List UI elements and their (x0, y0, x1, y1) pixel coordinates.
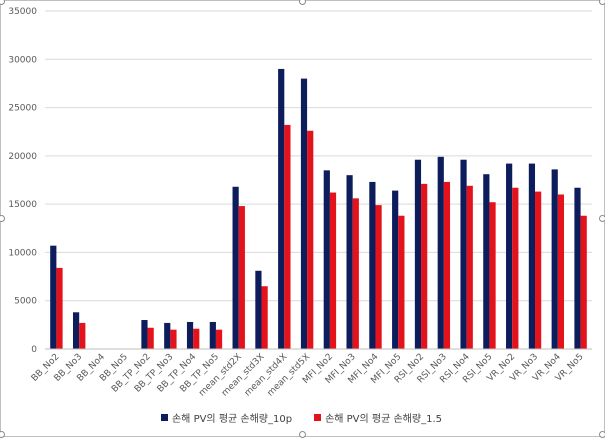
bar-series2-MFI_No3 (352, 198, 359, 349)
bar-series1-MFI_No3 (346, 175, 353, 349)
bar-series2-MFI_No4 (375, 205, 382, 349)
bar-series1-RSI_No2 (414, 159, 422, 349)
bar-series1-BB_No2 (50, 245, 57, 349)
bar-series1-mean_std3X (255, 270, 262, 349)
bar-series2-mean_std4X (284, 124, 291, 349)
bar-series2-VR_No2 (512, 187, 519, 349)
bar-series2-BB_TP_No2 (147, 327, 154, 349)
y-tick-label: 0 (31, 345, 37, 355)
bar-series2-RSI_No5 (489, 202, 496, 349)
y-tick-label: 20000 (8, 152, 37, 162)
legend: 손해 PV의 평균 손해량_10p 손해 PV의 평균 손해량_1.5 (0, 410, 603, 425)
bar-series1-VR_No2 (506, 163, 513, 349)
bar-chart: 0 5000 10000 15000 20000 25000 30000 35000 BB_N… (8, 7, 592, 399)
y-tick-label: 15000 (8, 200, 37, 210)
gridlines (45, 10, 592, 302)
legend-item-series1: 손해 PV의 평균 손해량_10p (160, 410, 293, 425)
x-axis-tick-labels: BB_No2BB_No3BB_No4BB_No5BB_TP_No2BB_TP_N… (30, 352, 586, 399)
bar-series2-RSI_No3 (443, 181, 451, 349)
bar-series1-RSI_No4 (460, 159, 467, 349)
resize-handle-top-right[interactable] (599, 0, 605, 5)
bar-series1-RSI_No3 (437, 156, 444, 349)
bar-series2-MFI_No5 (398, 215, 405, 349)
bar-series1-MFI_No2 (323, 170, 330, 349)
resize-handle-middle-right[interactable] (599, 215, 605, 222)
y-tick-label: 35000 (8, 7, 37, 17)
bar-series2-BB_No2 (56, 267, 63, 349)
legend-label-series1: 손해 PV의 평균 손해량_10p (171, 414, 293, 425)
bar-series2-mean_std3X (261, 286, 268, 349)
bar-series2-VR_No3 (535, 191, 542, 349)
bar-series1-mean_std4X (278, 68, 285, 349)
bar-series2-mean_std2X (238, 206, 245, 349)
y-tick-label: 25000 (8, 104, 37, 114)
bar-series2-VR_No5 (580, 215, 587, 349)
y-axis-tick-labels: 0 5000 10000 15000 20000 25000 30000 35000 (8, 7, 37, 355)
bar-series1-MFI_No5 (392, 190, 399, 349)
bar-series2-BB_TP_No3 (170, 329, 177, 349)
bar-series1-VR_No3 (528, 163, 536, 349)
bar-series2-MFI_No2 (329, 192, 337, 349)
bar-series1-BB_TP_No3 (164, 322, 171, 349)
legend-label-series2: 손해 PV의 평균 손해량_1.5 (325, 414, 442, 425)
bar-series1-mean_std5X (300, 78, 308, 349)
y-tick-label: 30000 (8, 55, 37, 65)
bar-series2-mean_std5X (307, 130, 314, 349)
resize-handle-top-center[interactable] (299, 0, 306, 5)
resize-handle-top-left[interactable] (0, 0, 5, 5)
bars (50, 68, 587, 349)
bar-series1-VR_No4 (551, 169, 558, 349)
bar-series1-BB_TP_No2 (141, 320, 148, 349)
legend-item-series2: 손해 PV의 평균 손해량_1.5 (314, 410, 442, 425)
bar-series2-VR_No4 (557, 194, 565, 349)
bar-series2-RSI_No4 (466, 185, 473, 349)
bar-series1-MFI_No4 (369, 181, 376, 349)
bar-series1-VR_No5 (574, 187, 581, 349)
bar-series1-mean_std2X (232, 186, 239, 349)
y-tick-label: 10000 (8, 248, 37, 258)
resize-handle-middle-left[interactable] (0, 215, 5, 222)
bar-series1-BB_TP_No5 (209, 321, 216, 349)
legend-swatch-series2 (314, 414, 322, 421)
y-tick-label: 5000 (14, 297, 37, 307)
bar-series1-BB_TP_No4 (186, 321, 194, 349)
bar-series2-RSI_No2 (421, 183, 428, 349)
bar-series2-BB_TP_No4 (193, 328, 200, 349)
legend-swatch-series1 (160, 414, 168, 421)
bar-series2-BB_No3 (79, 322, 86, 349)
bar-series1-RSI_No5 (483, 174, 490, 349)
bar-series2-BB_TP_No5 (215, 329, 223, 349)
bar-series1-BB_No3 (72, 312, 80, 349)
